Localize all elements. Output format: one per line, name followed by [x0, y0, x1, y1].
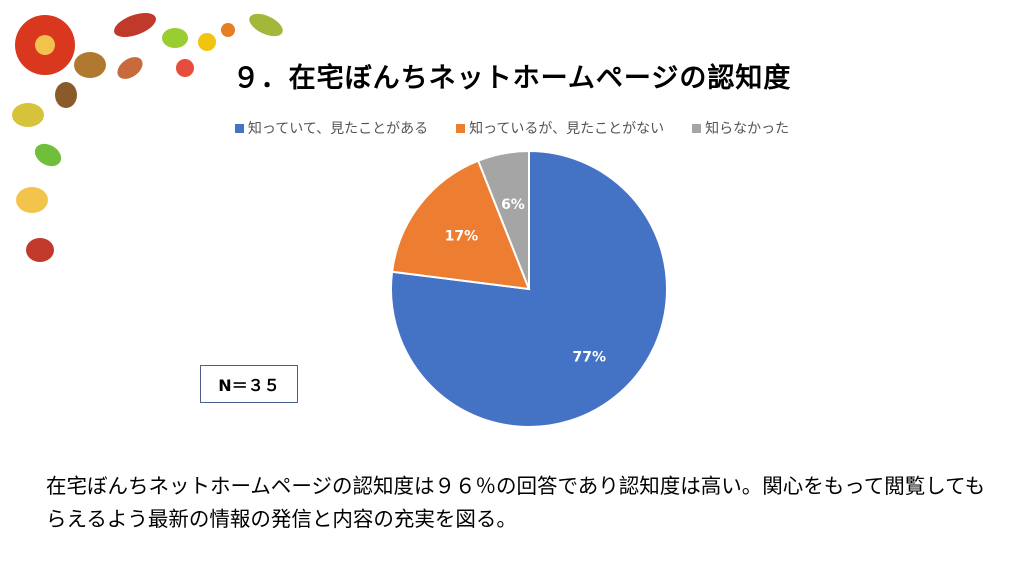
chart-legend: 知っていて、見たことがある 知っているが、見たことがない 知らなかった	[0, 118, 1024, 138]
legend-item-seen: 知っていて、見たことがある	[234, 118, 429, 138]
autumn-leaves-decoration	[12, 12, 283, 262]
brown-leaf-icon	[117, 57, 143, 79]
pie-slice-unknown	[476, 149, 530, 290]
legend-label-not-seen: 知っているが、見たことがない	[469, 121, 665, 137]
summary-text: 在宅ぼんちネットホームページの認知度は９６％の回答であり認知度は高い。関心をもっ…	[46, 474, 986, 531]
olive-leaf-icon	[249, 13, 283, 37]
green-leaf-icon	[34, 143, 62, 167]
legend-swatch-blue	[234, 123, 244, 133]
red-berry-icon	[176, 59, 194, 77]
pie-chart-svg: 77% 17% 6%	[390, 149, 668, 428]
acorn-icon	[55, 82, 77, 108]
pie-slice-seen	[390, 149, 668, 428]
legend-item-unknown: 知らなかった	[692, 118, 789, 138]
orange-berry-icon	[221, 23, 235, 37]
legend-label-unknown: 知らなかった	[705, 121, 790, 137]
red-flower-icon	[15, 15, 75, 75]
yellow-leaf-icon	[12, 103, 44, 127]
legend-label-seen: 知っていて、見たことがある	[247, 121, 429, 137]
pie-slice-seen-label: 77%	[572, 349, 606, 365]
sample-size-box: N＝３５	[200, 365, 298, 403]
legend-item-not-seen: 知っているが、見たことがない	[456, 118, 664, 138]
legend-swatch-orange	[456, 123, 466, 133]
red-leaf-icon	[114, 12, 156, 38]
green-leaf-icon	[162, 28, 188, 48]
red-maple-leaf-icon	[26, 238, 54, 262]
pie-slice-not-seen-label: 17%	[445, 229, 479, 245]
pie-slice-unknown-label: 6%	[501, 197, 525, 213]
yellow-berry-icon	[198, 33, 216, 51]
page-title: ９．在宅ぼんちネットホームページの認知度	[232, 63, 792, 94]
legend-swatch-gray	[692, 123, 702, 133]
yellow-maple-leaf-icon	[16, 187, 48, 213]
pie-chart: 77% 17% 6%	[388, 148, 670, 430]
chestnut-icon	[74, 52, 106, 78]
pie-slice-not-seen	[390, 159, 531, 291]
